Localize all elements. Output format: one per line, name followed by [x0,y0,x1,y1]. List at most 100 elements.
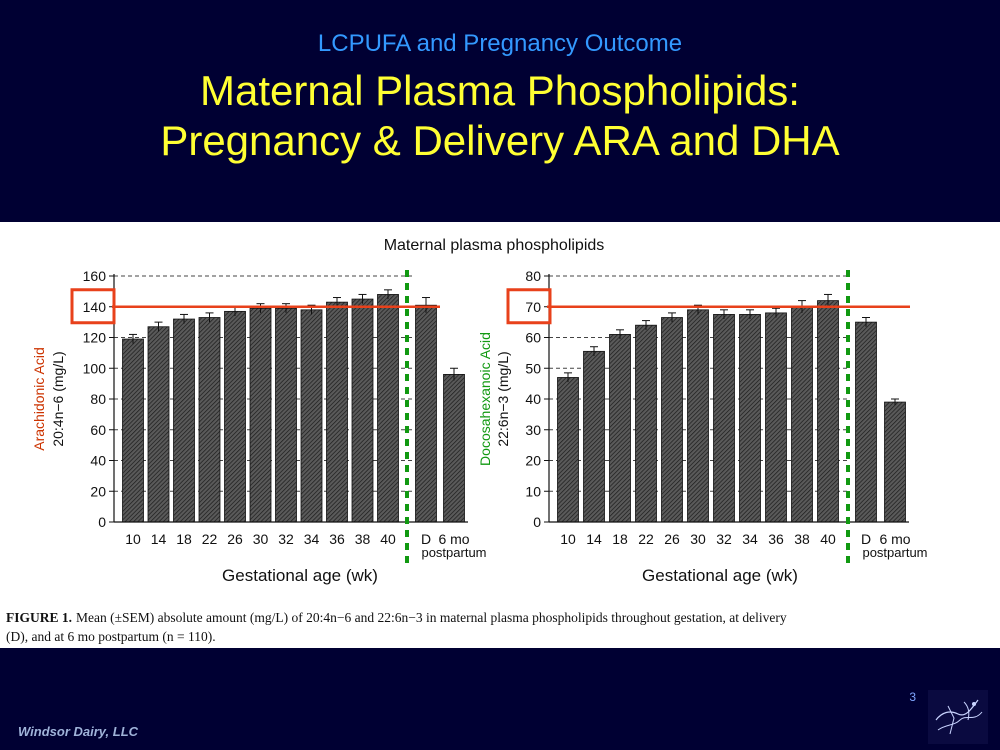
x-tick-label: 38 [794,531,810,547]
footer-company: Windsor Dairy, LLC [18,724,139,739]
slide-header: LCPUFA and Pregnancy Outcome Maternal Pl… [0,0,1000,222]
y-tick-label: 70 [525,299,541,315]
page-number: 3 [909,690,916,704]
bar [739,314,761,523]
bar [817,300,839,523]
y-tick-label: 30 [525,422,541,438]
highlight-box [506,288,552,325]
figure-panel: Maternal plasma phospholipids 0 20 40 60 80 1… [0,222,1000,648]
x-tick-label: 40 [820,531,836,547]
y-tick-label: 60 [525,330,541,346]
chart-docosahexaenoic-acid: 0 10 20 30 40 50 60 70 80 10 14 18 22 26 30 32 34 36 38 40 D… [477,268,928,585]
y-axis-label-name: Arachidonic Acid [31,347,47,451]
x-tick-label: D [861,531,871,547]
y-axis-label-name: Docosahexanoic Acid [477,332,493,466]
figure-caption-bold: FIGURE 1. [6,610,72,625]
y-tick-label: 120 [83,330,107,346]
slide-subtitle: LCPUFA and Pregnancy Outcome [317,30,683,57]
bar [415,304,437,523]
bar [122,338,144,523]
y-tick-label: 160 [83,268,107,284]
x-axis-label: Gestational age (wk) [222,566,378,585]
x-tick-label: 18 [176,531,192,547]
x-tick-label: 36 [329,531,345,547]
slide-title-line-2: Pregnancy & Delivery ARA and DHA [160,117,840,164]
x-tick-label: D [421,531,431,547]
footer-bar [0,650,1000,750]
postpartum-label: postpartum [421,545,486,560]
bar [855,321,877,523]
figure-caption-text: Mean (±SEM) absolute amount (mg/L) of 20… [76,610,787,625]
x-tick-label: 38 [355,531,371,547]
bar [326,301,348,523]
chart-arachidonic-acid: 0 20 40 60 80 100 120 140 160 10 14 18 22 26 30 32 34 36 3… [31,268,487,585]
bar [557,377,579,523]
y-tick-label: 60 [90,422,106,438]
x-tick-label: 14 [586,531,602,547]
bar [635,324,657,523]
y-tick-label: 20 [525,453,541,469]
bar [224,310,246,523]
bar [275,307,297,523]
figure-svg: Maternal plasma phospholipids 0 20 40 60 80 1… [6,237,928,644]
bar [583,350,605,523]
bar [661,317,683,523]
highlight-box [70,288,116,325]
x-tick-label: 30 [690,531,706,547]
y-tick-label: 140 [83,299,107,315]
x-tick-label: 14 [151,531,167,547]
figure-title: Maternal plasma phospholipids [384,237,605,254]
bar [713,314,735,523]
bar [884,401,906,523]
bar [443,373,465,523]
y-tick-label: 40 [90,453,106,469]
x-tick-label: 34 [742,531,758,547]
x-tick-label: 30 [253,531,269,547]
x-tick-label: 36 [768,531,784,547]
bar [791,306,813,523]
bar [249,307,272,523]
y-tick-label: 100 [83,360,107,376]
x-tick-label: 26 [664,531,680,547]
y-tick-label: 80 [90,391,106,407]
bar [351,298,374,523]
bar [377,294,399,523]
bar [147,326,170,523]
x-tick-label: 10 [125,531,141,547]
x-tick-label: 40 [380,531,396,547]
x-tick-label: 6 mo [879,531,910,547]
bar [300,309,323,523]
x-tick-label: 6 mo [438,531,469,547]
x-tick-label: 22 [638,531,654,547]
slide-title: Maternal Plasma Phospholipids: Pregnancy… [0,66,1000,166]
x-tick-label: 26 [227,531,243,547]
y-tick-label: 0 [533,514,541,530]
y-tick-label: 10 [525,483,541,499]
x-tick-label: 10 [560,531,576,547]
y-tick-label: 80 [525,268,541,284]
bar [687,309,709,523]
bar [173,318,195,523]
bar [198,317,221,523]
bar [765,312,787,523]
x-tick-label: 32 [716,531,732,547]
x-tick-label: 32 [278,531,294,547]
x-tick-label: 34 [304,531,320,547]
y-tick-label: 50 [525,360,541,376]
figure-caption-line-1: FIGURE 1. Mean (±SEM) absolute amount (mg… [6,610,787,625]
sketch-logo-icon [928,690,988,744]
figure-caption-line-2: (D), and at 6 mo postpartum (n = 110). [6,629,216,644]
y-tick-label: 0 [98,514,106,530]
slide-title-line-1: Maternal Plasma Phospholipids: [200,67,800,114]
y-tick-label: 40 [525,391,541,407]
y-tick-label: 20 [90,483,106,499]
bar [609,334,631,523]
postpartum-label: postpartum [862,545,927,560]
y-axis-label-unit: 20:4n−6 (mg/L) [50,351,66,446]
x-axis-label: Gestational age (wk) [642,566,798,585]
x-tick-label: 22 [202,531,218,547]
y-axis-label-unit: 22:6n−3 (mg/L) [495,351,511,446]
x-tick-label: 18 [612,531,628,547]
